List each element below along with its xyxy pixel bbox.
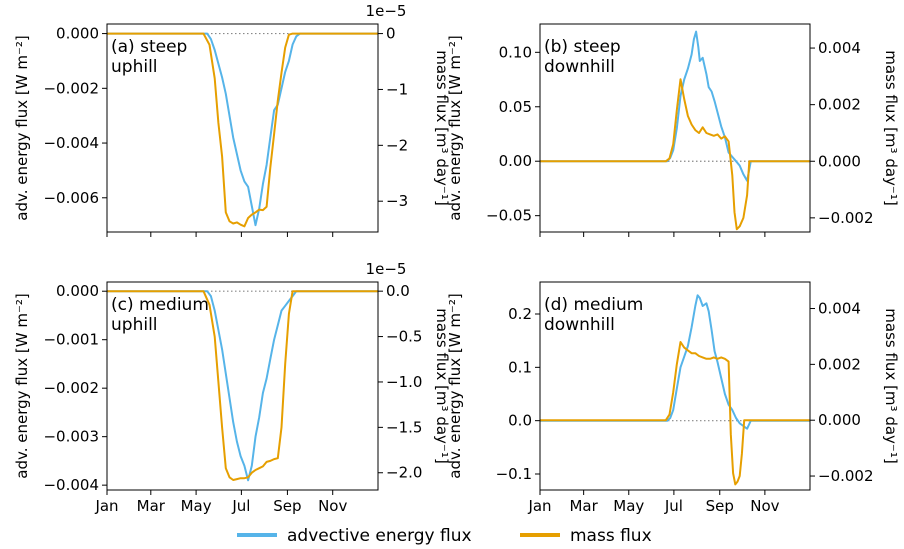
y-tick-label: −0.002 [43,79,99,97]
y2-tick-label: 0.002 [818,96,861,114]
legend-label: advective energy flux [287,526,472,546]
y-axis-label: adv. energy flux [W m⁻²] [446,293,464,478]
y2-axis-label: mass flux [m³ day⁻¹] [882,308,900,463]
series-line-mass [107,32,378,228]
y2-tick-label: 0.002 [818,355,861,373]
y-tick-label: 0.000 [56,282,99,300]
y-tick-label: −0.006 [43,189,99,207]
y2-axis-label: mass flux [m³ day⁻¹] [882,50,900,205]
x-tick-label: Nov [318,497,347,515]
y-tick-label: 0.00 [499,152,532,170]
legend-item: advective energy flux [237,526,472,546]
x-tick-label: Sep [273,497,301,515]
plot-frame [106,23,379,233]
x-tick-label: Jul [231,497,250,515]
x-tick-label: Jul [664,497,683,515]
y2-tick-label: −2.0 [386,464,422,482]
panel-title: uphill [111,315,158,335]
series-line-mass [107,290,378,481]
x-tick-label: Nov [750,497,779,515]
y-axis-label: adv. energy flux [W m⁻²] [446,35,464,220]
y2-axis-label: mass flux [m³ day⁻¹] [433,50,451,205]
panel-title: uphill [111,57,158,77]
legend: advective energy flux mass flux [237,526,652,546]
y-tick-label: 0.1 [508,358,532,376]
x-tick-label: May [613,497,644,515]
y2-tick-label: −1.5 [386,418,422,436]
y-tick-label: −0.1 [496,465,532,483]
x-tick-label: Mar [569,497,598,515]
y2-tick-label: −1.0 [386,373,422,391]
panel-title: (a) steep [111,37,187,57]
y2-tick-label: −0.002 [818,209,874,227]
y-tick-label: −0.001 [43,331,99,349]
panel-title: downhill [544,57,615,77]
panel-title: (b) steep [544,37,621,57]
legend-item: mass flux [520,526,652,546]
x-tick-label: Jan [94,497,118,515]
panel-c: 0.000 −0.001 −0.002 −0.003 −0.004 0.0 −0.5 −1.0… [13,260,451,515]
y-tick-label: −0.004 [43,134,99,152]
y2-tick-label: 0.000 [818,411,861,429]
y-axis-label: adv. energy flux [W m⁻²] [13,293,31,478]
plot-frame [539,23,811,233]
y-axis-label: adv. energy flux [W m⁻²] [13,35,31,220]
y-tick-label: 0.05 [499,98,532,116]
y2-tick-label: 0.0 [386,282,410,300]
panel-d: 0.2 0.1 0.0 −0.1 0.004 0.002 0.000 −0.002 Jan Mar… [446,281,900,515]
y2-offset-label: 1e−5 [366,260,407,278]
plot-frame [106,281,379,491]
y2-axis-label: mass flux [m³ day⁻¹] [433,308,451,463]
series-line-mass [540,78,810,231]
y2-tick-label: −3 [386,192,408,210]
series-line-energy [540,294,810,430]
y2-tick-label: 0.000 [818,152,861,170]
panel-title: (c) medium [111,295,209,315]
legend-label: mass flux [570,526,652,546]
y-tick-label: −0.002 [43,379,99,397]
series-line-mass [540,341,810,486]
y-tick-label: 0.10 [499,43,532,61]
y-tick-label: −0.003 [43,428,99,446]
panel-a: 0.000 −0.002 −0.004 −0.006 0 −1 −2 −3 1e−5 (a) st… [13,2,451,237]
y-tick-label: 0.2 [508,305,532,323]
y-tick-label: 0.000 [56,25,99,43]
y2-tick-label: 0.004 [818,39,861,57]
y2-tick-label: −0.5 [386,328,422,346]
x-tick-label: May [181,497,212,515]
y-tick-label: −0.004 [43,476,99,494]
y2-tick-label: −2 [386,136,408,154]
panel-title: (d) medium [544,295,643,315]
x-tick-label: Jan [527,497,551,515]
plot-frame [539,281,811,491]
y2-offset-label: 1e−5 [366,2,407,20]
x-tick-label: Sep [706,497,734,515]
y-tick-label: −0.05 [486,207,532,225]
x-tick-label: Mar [137,497,166,515]
y2-tick-label: −0.002 [818,467,874,485]
series-line-energy [540,30,810,182]
panel-b: 0.10 0.05 0.00 −0.05 0.004 0.002 0.000 −0.002 (b… [446,23,900,237]
y2-tick-label: 0 [386,25,396,43]
panel-title: downhill [544,315,615,335]
y-tick-label: 0.0 [508,412,532,430]
y2-tick-label: −1 [386,80,408,98]
y2-tick-label: 0.004 [818,300,861,318]
